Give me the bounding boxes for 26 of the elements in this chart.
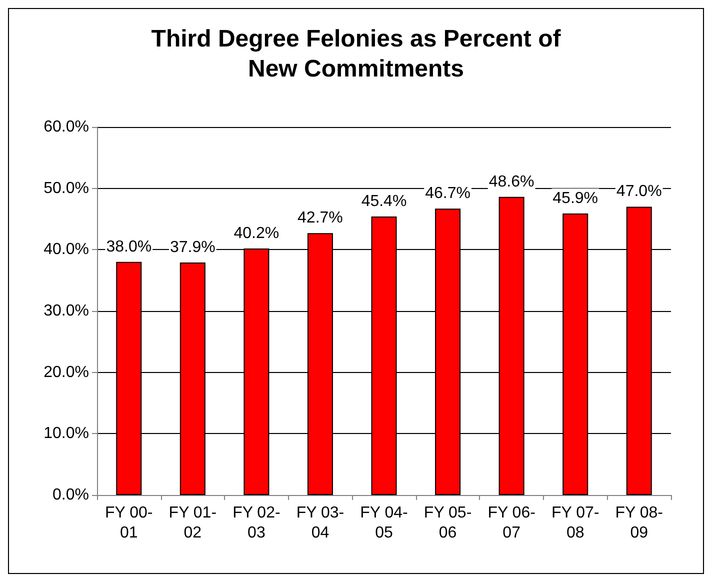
y-tick-label: 10.0% (44, 425, 89, 442)
y-tick-label: 0.0% (52, 486, 89, 504)
data-label: 45.4% (361, 193, 407, 210)
x-tick-label: FY 06-07 (488, 504, 536, 542)
data-label: 42.7% (298, 210, 343, 227)
x-tick-label: FY 04-05 (360, 504, 408, 542)
data-label: 45.9% (552, 190, 598, 207)
y-tick-label: 50.0% (44, 180, 89, 197)
y-tick-label: 20.0% (44, 364, 89, 381)
data-label: 46.7% (425, 185, 470, 202)
data-label: 37.9% (170, 239, 216, 256)
y-tick-label: 60.0% (44, 118, 89, 136)
x-tick-label: FY 02-03 (232, 504, 280, 542)
x-tick-label: FY 08-09 (615, 504, 663, 542)
y-tick-label: 30.0% (44, 302, 89, 320)
chart-title: Third Degree Felonies as Percent of New Commitments (151, 26, 562, 82)
data-label: 40.2% (234, 224, 280, 242)
x-tick-label: FY 01-02 (168, 504, 217, 542)
data-label: 48.6% (488, 173, 534, 190)
x-tick-label: FY 00-01 (105, 504, 153, 542)
x-tick-label: FY 03-04 (296, 504, 344, 542)
x-tick-label: FY 07-08 (551, 504, 600, 542)
x-tick-label: FY 05-06 (424, 504, 472, 542)
y-tick-label: 40.0% (44, 241, 89, 258)
data-label: 47.0% (616, 183, 662, 200)
data-label: 38.0% (106, 238, 152, 256)
